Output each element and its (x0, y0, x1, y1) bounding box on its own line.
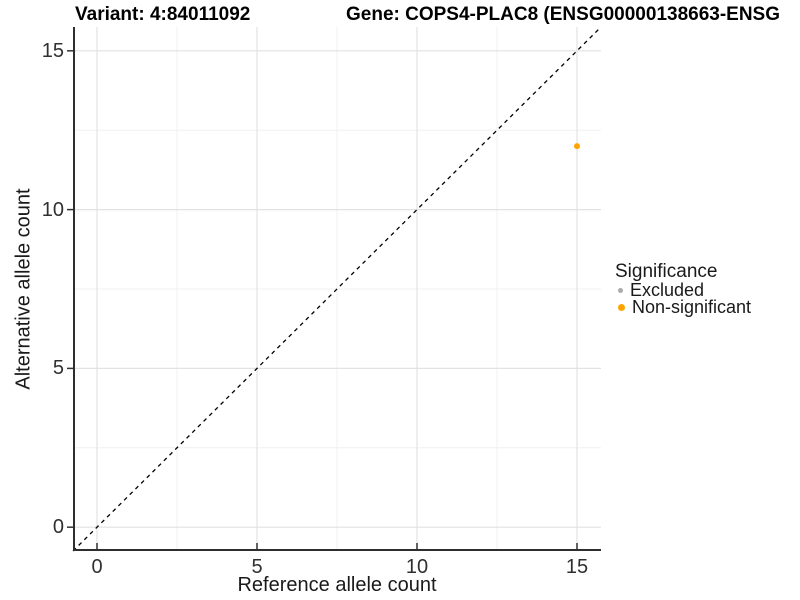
legend-entries: Excluded Non-significant (615, 280, 800, 317)
plot-panel (67, 26, 602, 552)
x-tick-label: 15 (565, 556, 589, 578)
legend-point-icon (618, 288, 623, 293)
y-tick-label: 0 (52, 516, 64, 539)
x-axis-title: Reference allele count (237, 574, 437, 596)
plot-canvas (67, 26, 602, 552)
y-tick-label: 5 (52, 357, 64, 380)
legend-entry: Non-significant (615, 297, 800, 317)
legend-point-icon (618, 304, 625, 311)
legend-entry-label: Non-significant (632, 297, 752, 317)
x-tick-label: 5 (251, 556, 263, 578)
x-tick-label: 10 (405, 556, 429, 578)
y-tick-label: 10 (41, 198, 64, 221)
identity-line (72, 26, 602, 552)
legend-title: Significance (615, 261, 718, 282)
y-axis-title: Alternative allele count (12, 188, 35, 390)
legend-entry: Excluded (615, 280, 800, 300)
legend-entry-label: Excluded (630, 280, 705, 300)
plot-title-gene: Gene: COPS4-PLAC8 (ENSG00000138663-ENSG (346, 4, 781, 25)
x-tick-label: 0 (91, 556, 103, 578)
data-point (574, 143, 580, 150)
legend: Significance Excluded Non-significant (615, 261, 800, 317)
plot-title-variant: Variant: 4:84011092 (75, 4, 251, 25)
y-tick-label: 15 (41, 39, 64, 62)
